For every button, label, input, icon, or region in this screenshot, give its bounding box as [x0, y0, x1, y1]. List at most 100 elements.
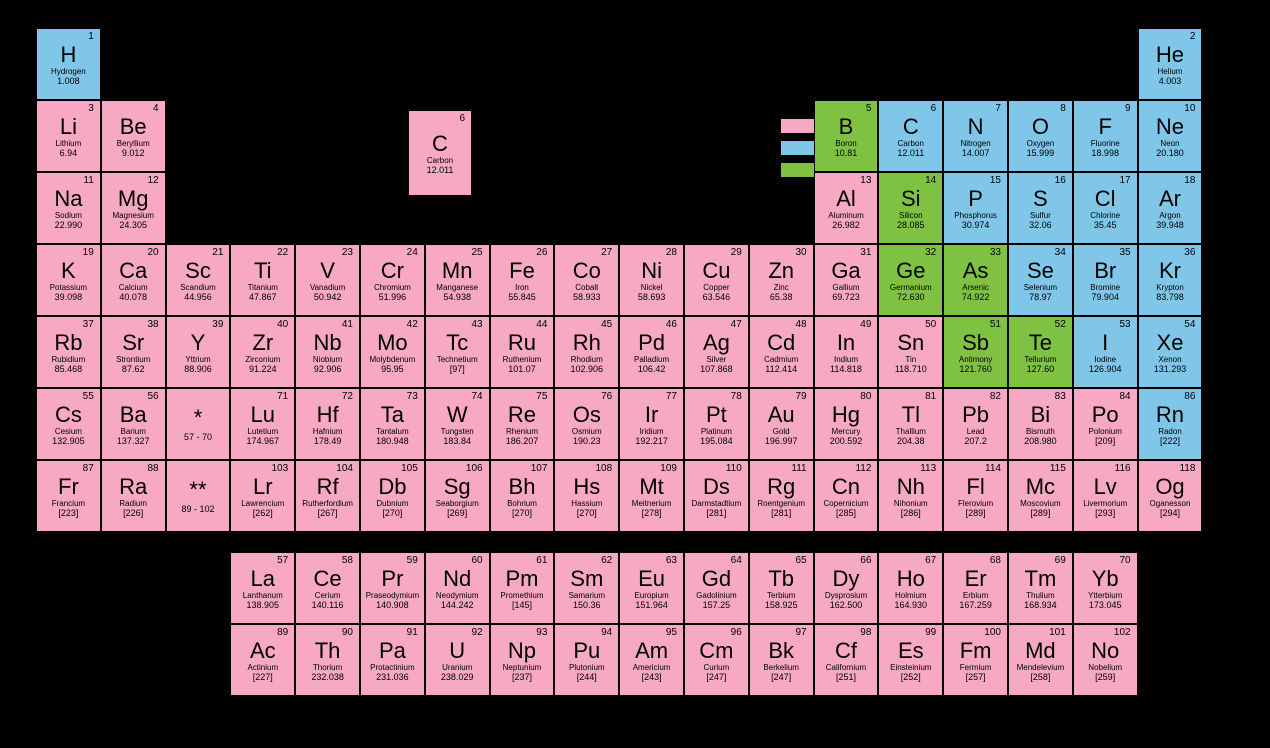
- element-N: 7NNitrogen14.007: [943, 100, 1008, 172]
- element-Li: 3LiLithium6.94: [36, 100, 101, 172]
- element-name: Arsenic: [962, 284, 989, 292]
- element-Rg: 111RgRoentgenium[281]: [749, 460, 814, 532]
- atomic-mass: 85.468: [55, 365, 83, 374]
- element-symbol: V: [320, 260, 335, 282]
- element-Os: 76OsOsmium190.23: [554, 388, 619, 460]
- atomic-mass: 195.084: [700, 437, 733, 446]
- atomic-mass: 20.180: [1156, 149, 1184, 158]
- element-symbol: Si: [901, 188, 921, 210]
- element-name: Flerovium: [958, 500, 993, 508]
- atomic-mass: [293]: [1095, 509, 1115, 518]
- atomic-mass: 164.930: [895, 601, 928, 610]
- element-P: 15PPhosphorus30.974: [943, 172, 1008, 244]
- atomic-mass: 54.938: [443, 293, 471, 302]
- element-symbol: Ni: [641, 260, 662, 282]
- element-symbol: Te: [1029, 332, 1052, 354]
- atomic-number: 22: [277, 248, 288, 258]
- element-symbol: Cl: [1095, 188, 1116, 210]
- atomic-number: 16: [1055, 176, 1066, 186]
- atomic-number: 35: [1119, 248, 1130, 258]
- atomic-mass: [270]: [382, 509, 402, 518]
- element-Lv: 116LvLivermorium[293]: [1073, 460, 1138, 532]
- atomic-mass: 186.207: [506, 437, 539, 446]
- atomic-mass: 39.098: [55, 293, 83, 302]
- atomic-number: 77: [666, 392, 677, 402]
- element-symbol: Tb: [768, 568, 794, 590]
- element-name: Lanthanum: [243, 592, 283, 600]
- atomic-mass: 79.904: [1091, 293, 1119, 302]
- atomic-mass: 74.922: [962, 293, 990, 302]
- element-Po: 84PoPolonium[209]: [1073, 388, 1138, 460]
- atomic-number: 71: [277, 392, 288, 402]
- element-name: Holmium: [895, 592, 927, 600]
- element-Cf: 98CfCalifornium[251]: [814, 624, 879, 696]
- element-name: Dubnium: [376, 500, 408, 508]
- element-name: Tellurium: [1024, 356, 1056, 364]
- element-symbol: Mo: [377, 332, 408, 354]
- atomic-number: 45: [601, 320, 612, 330]
- element-name: Cadmium: [764, 356, 798, 364]
- element-name: Terbium: [767, 592, 795, 600]
- element-symbol: Bk: [768, 640, 794, 662]
- element-name: Thulium: [1026, 592, 1054, 600]
- atomic-number: 7: [995, 104, 1001, 114]
- element-symbol: H: [60, 44, 76, 66]
- element-name: Gadolinium: [696, 592, 736, 600]
- element-symbol: P: [968, 188, 983, 210]
- element-symbol: Pd: [638, 332, 665, 354]
- element-symbol: Ds: [703, 476, 730, 498]
- element-symbol: Ca: [119, 260, 147, 282]
- element-He: 2HeHelium4.003: [1138, 28, 1203, 100]
- atomic-number: 115: [1050, 464, 1066, 474]
- atomic-number: 106: [466, 464, 483, 474]
- element-symbol: Ce: [314, 568, 342, 590]
- element-symbol: Po: [1092, 404, 1119, 426]
- element-Sg: 106SgSeaborgium[269]: [425, 460, 490, 532]
- element-symbol: Cs: [55, 404, 82, 426]
- atomic-mass: 63.546: [703, 293, 731, 302]
- element-symbol: Tl: [902, 404, 920, 426]
- element-symbol: Nb: [314, 332, 342, 354]
- legend-key-name: Carbon: [427, 157, 453, 165]
- atomic-mass: [237]: [512, 673, 532, 682]
- atomic-number: 68: [990, 556, 1001, 566]
- atomic-mass: [243]: [642, 673, 662, 682]
- element-symbol: Pt: [706, 404, 727, 426]
- atomic-mass: 207.2: [964, 437, 987, 446]
- element-name: Lutetium: [247, 428, 278, 436]
- element-name: Einsteinium: [890, 664, 931, 672]
- atomic-mass: [285]: [836, 509, 856, 518]
- element-symbol: Se: [1027, 260, 1054, 282]
- element-Cd: 48CdCadmium112.414: [749, 316, 814, 388]
- atomic-mass: 91.224: [249, 365, 277, 374]
- atomic-mass: [289]: [1030, 509, 1050, 518]
- element-Er: 68ErErbium167.259: [943, 552, 1008, 624]
- legend-swatch-nonmetal: [780, 140, 816, 156]
- element-Ti: 22TiTitanium47.867: [230, 244, 295, 316]
- atomic-mass: 30.974: [962, 221, 990, 230]
- element-symbol: F: [1098, 116, 1111, 138]
- element-symbol: Ba: [120, 404, 147, 426]
- atomic-number: 74: [471, 392, 482, 402]
- atomic-mass: 106.42: [638, 365, 666, 374]
- element-symbol: Ir: [645, 404, 658, 426]
- atomic-number: 107: [531, 464, 548, 474]
- element-symbol: Fl: [966, 476, 984, 498]
- element-symbol: Sm: [570, 568, 603, 590]
- atomic-mass: 6.94: [60, 149, 78, 158]
- element-symbol: W: [447, 404, 468, 426]
- element-Nb: 41NbNiobium92.906: [295, 316, 360, 388]
- atomic-mass: 183.84: [443, 437, 471, 446]
- atomic-number: 96: [731, 628, 742, 638]
- element-symbol: Lu: [251, 404, 275, 426]
- element-Ga: 31GaGallium69.723: [814, 244, 879, 316]
- element-Ba: 56BaBarium137.327: [101, 388, 166, 460]
- atomic-mass: 132.905: [52, 437, 85, 446]
- atomic-number: 110: [726, 464, 742, 474]
- atomic-number: 1: [88, 32, 94, 42]
- element-name: Praseodymium: [366, 592, 419, 600]
- element-symbol: Hf: [317, 404, 339, 426]
- element-symbol: O: [1032, 116, 1049, 138]
- atomic-mass: [289]: [966, 509, 986, 518]
- atomic-number: 4: [153, 104, 159, 114]
